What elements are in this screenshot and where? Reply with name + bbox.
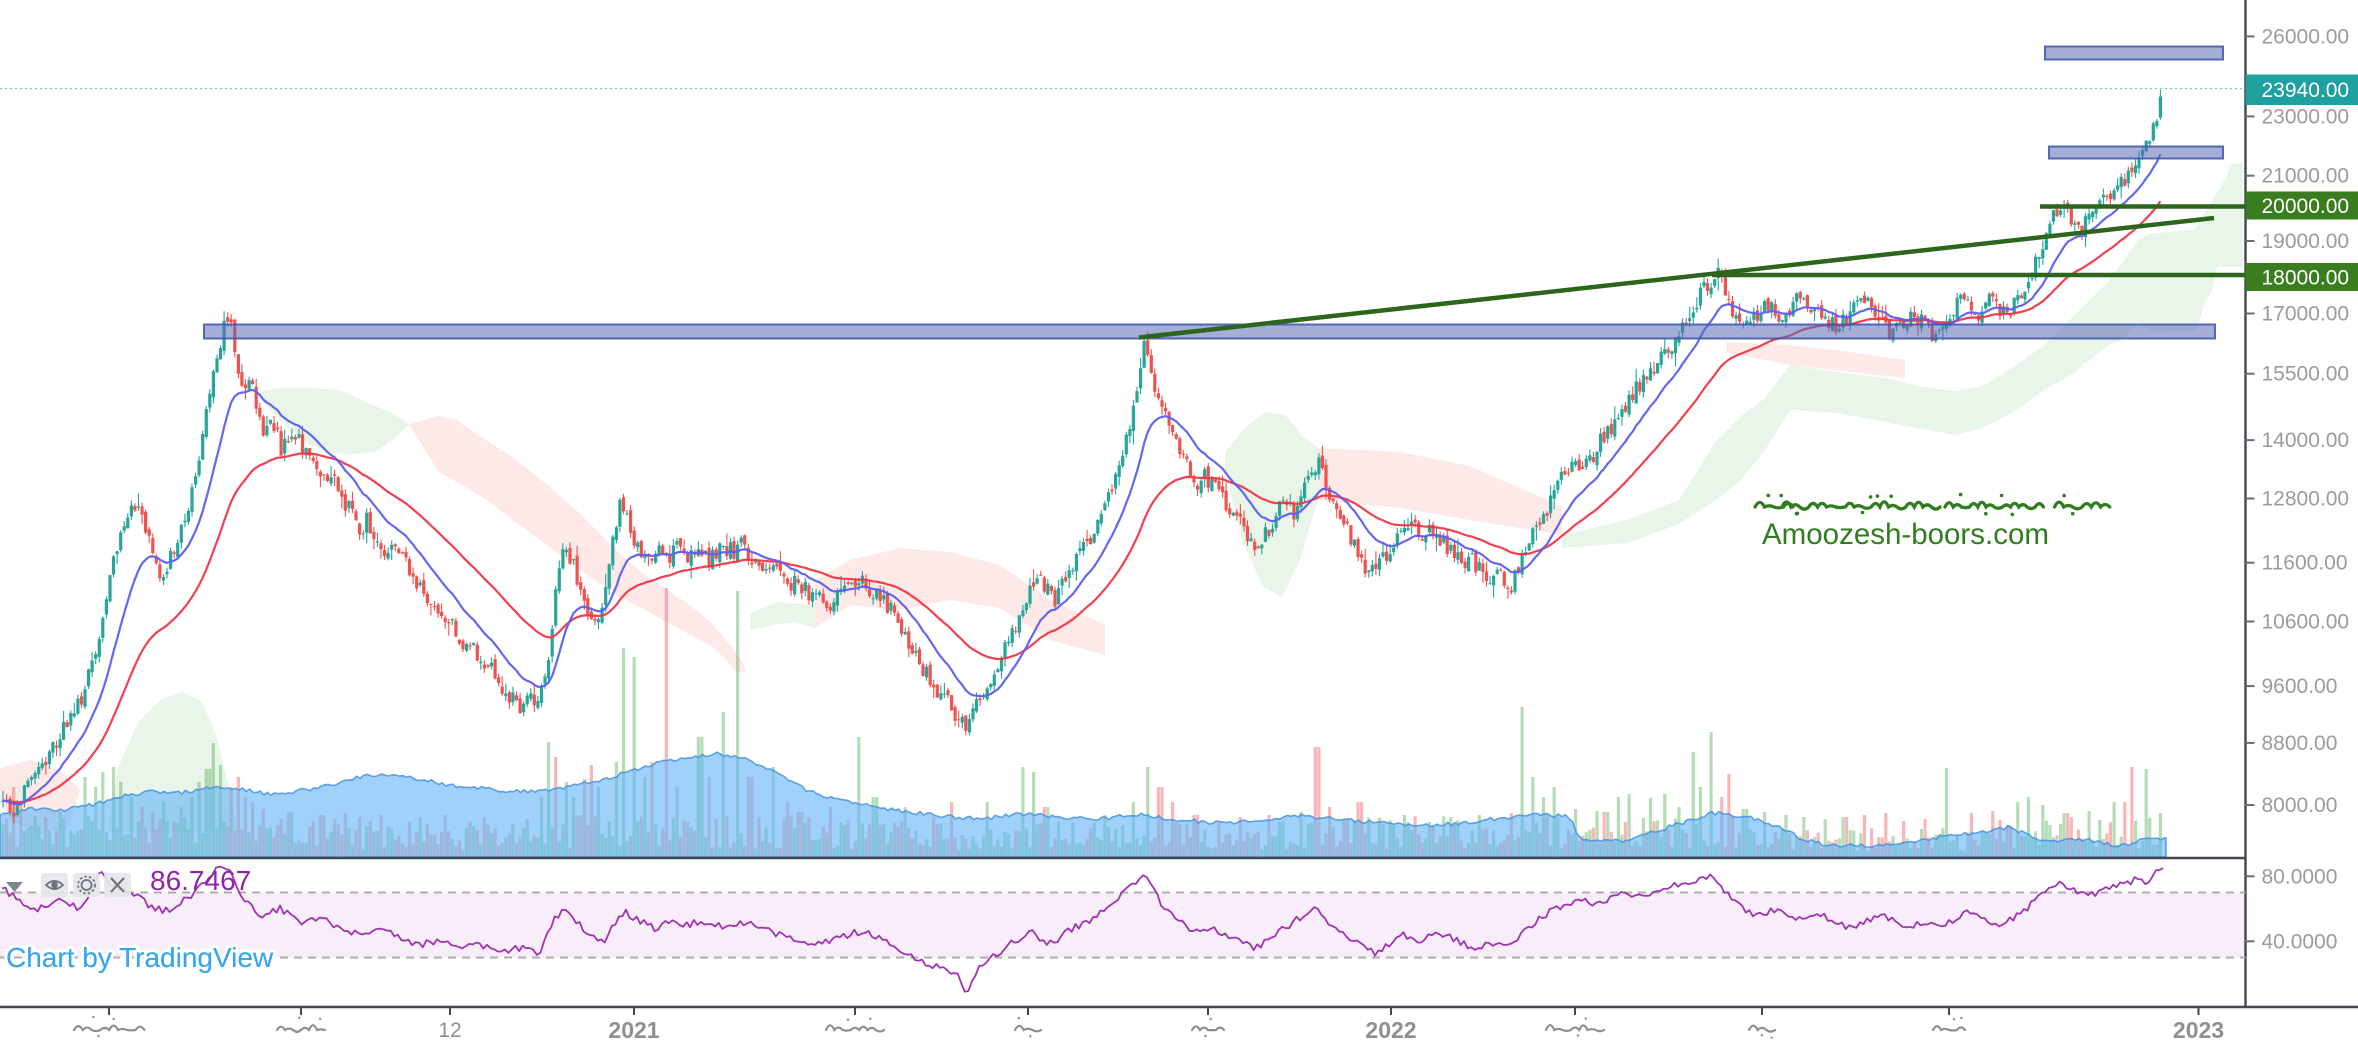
svg-text:2022: 2022 <box>1365 1017 1416 1042</box>
svg-text:Amoozesh-boors.com: Amoozesh-boors.com <box>1762 518 2049 551</box>
svg-text:8800.00: 8800.00 <box>2262 732 2338 755</box>
svg-text:2021: 2021 <box>608 1017 659 1042</box>
svg-text:26000.00: 26000.00 <box>2262 25 2350 48</box>
svg-text:14000.00: 14000.00 <box>2262 429 2350 452</box>
svg-text:2023: 2023 <box>2173 1017 2224 1042</box>
svg-text:17000.00: 17000.00 <box>2262 303 2350 326</box>
svg-text:40.0000: 40.0000 <box>2262 930 2338 953</box>
svg-text:18000.00: 18000.00 <box>2262 267 2350 290</box>
svg-text:19000.00: 19000.00 <box>2262 230 2350 253</box>
svg-text:23940.00: 23940.00 <box>2262 79 2350 102</box>
svg-text:21000.00: 21000.00 <box>2262 165 2350 188</box>
svg-text:15500.00: 15500.00 <box>2262 363 2350 386</box>
svg-text:86.7467: 86.7467 <box>150 865 251 896</box>
svg-text:12: 12 <box>438 1019 461 1042</box>
svg-text:8000.00: 8000.00 <box>2262 794 2338 817</box>
svg-text:11600.00: 11600.00 <box>2262 552 2348 575</box>
svg-text:23000.00: 23000.00 <box>2262 105 2350 128</box>
svg-text:80.0000: 80.0000 <box>2262 865 2338 888</box>
svg-text:9600.00: 9600.00 <box>2262 675 2338 698</box>
svg-text:20000.00: 20000.00 <box>2262 195 2350 218</box>
svg-text:Chart by TradingView: Chart by TradingView <box>6 942 274 973</box>
svg-text:12800.00: 12800.00 <box>2262 488 2350 511</box>
svg-text:10600.00: 10600.00 <box>2262 611 2350 634</box>
